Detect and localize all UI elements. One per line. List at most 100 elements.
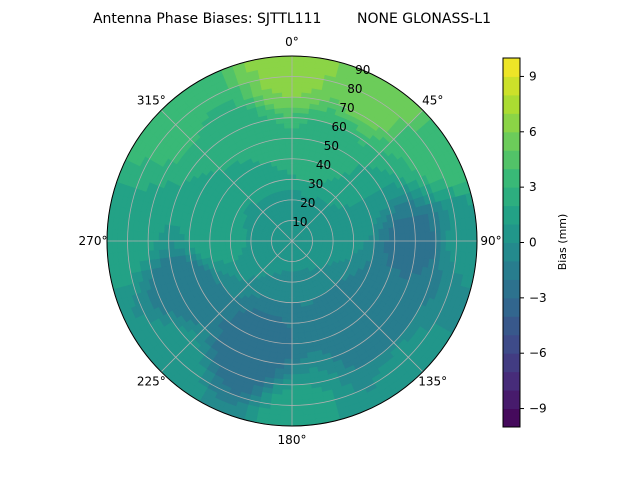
field-cell xyxy=(353,236,360,242)
field-cell xyxy=(178,233,185,242)
field-cell xyxy=(111,240,118,254)
field-cell xyxy=(287,302,293,309)
field-cell xyxy=(296,312,303,319)
field-cell xyxy=(291,420,305,426)
field-cell xyxy=(204,234,211,242)
field-cell xyxy=(116,240,124,253)
field-cell xyxy=(358,240,365,247)
field-cell xyxy=(460,229,468,242)
azimuth-tick-label: 180° xyxy=(278,433,307,447)
field-cell xyxy=(291,71,304,78)
field-cell xyxy=(471,228,477,242)
field-cell xyxy=(409,240,416,250)
field-cell xyxy=(399,233,406,242)
field-cell xyxy=(291,143,299,150)
field-cell xyxy=(291,409,304,417)
field-cell xyxy=(291,86,303,93)
field-cell xyxy=(285,322,293,329)
zenith-tick-label: 40 xyxy=(316,158,331,172)
field-cell xyxy=(383,246,390,255)
field-cell xyxy=(291,332,299,339)
field-cell xyxy=(147,231,154,242)
field-cell xyxy=(158,240,165,251)
field-cell xyxy=(291,322,299,329)
field-cell xyxy=(383,240,390,248)
colorbar-segment xyxy=(503,131,520,151)
field-cell xyxy=(116,229,124,242)
field-cell xyxy=(389,233,396,242)
colorbar-segment xyxy=(503,58,520,77)
field-cell xyxy=(235,240,242,246)
field-cell xyxy=(291,379,302,386)
field-cell xyxy=(435,240,442,252)
field-cell xyxy=(291,368,302,375)
field-cell xyxy=(471,240,477,254)
field-cell xyxy=(287,297,293,303)
field-cell xyxy=(342,233,349,238)
field-cell xyxy=(445,240,452,252)
field-cell xyxy=(455,229,462,242)
field-cell xyxy=(240,240,247,245)
field-cell xyxy=(287,184,293,191)
colorbar-segment xyxy=(503,334,520,354)
field-cell xyxy=(291,107,302,114)
field-cell xyxy=(280,158,288,165)
azimuth-tick-label: 0° xyxy=(285,35,299,49)
field-cell xyxy=(288,194,293,201)
azimuth-tick-label: 135° xyxy=(418,375,447,389)
field-cell xyxy=(194,234,201,242)
azimuth-tick-label: 315° xyxy=(137,93,166,107)
zenith-tick-label: 90 xyxy=(355,63,370,77)
field-cell xyxy=(286,158,293,165)
field-cell xyxy=(284,338,293,345)
field-cell xyxy=(280,71,293,78)
field-cell xyxy=(283,363,293,370)
colorbar-segment xyxy=(503,168,520,188)
field-cell xyxy=(286,163,293,170)
field-cell xyxy=(280,76,293,83)
field-cell xyxy=(455,240,462,253)
field-cell xyxy=(291,112,301,119)
field-cell xyxy=(291,65,304,73)
field-cell xyxy=(404,240,411,250)
field-cell xyxy=(383,234,390,242)
field-cell xyxy=(281,86,293,93)
field-cell xyxy=(291,389,303,396)
field-cell xyxy=(279,56,293,62)
colorbar-tick-label: −3 xyxy=(529,291,547,305)
field-cell xyxy=(291,158,298,165)
field-cell xyxy=(347,232,354,238)
zenith-tick-label: 70 xyxy=(339,101,354,115)
colorbar-tick-label: −6 xyxy=(529,346,547,360)
field-cell xyxy=(283,179,289,186)
field-cell xyxy=(357,231,365,237)
field-cell xyxy=(107,240,113,254)
field-cell xyxy=(368,240,375,247)
field-cell xyxy=(279,60,293,67)
field-cell xyxy=(291,60,305,67)
colorbar-segment xyxy=(503,408,520,428)
field-cell xyxy=(137,240,144,252)
field-cell xyxy=(283,117,293,124)
field-cell xyxy=(132,240,139,252)
field-cell xyxy=(194,240,201,248)
colorbar-segment xyxy=(503,76,520,96)
field-cell xyxy=(111,228,118,242)
field-cell xyxy=(183,233,190,242)
field-cell xyxy=(291,404,304,411)
field-cell xyxy=(291,101,302,108)
field-cell xyxy=(291,399,304,406)
field-cell xyxy=(278,143,287,150)
field-cell xyxy=(284,137,293,144)
colorbar-segment xyxy=(503,224,520,243)
field-cell xyxy=(291,81,303,88)
field-cell xyxy=(389,240,396,249)
field-cell xyxy=(279,415,293,422)
field-cell xyxy=(394,233,401,242)
zenith-tick-label: 50 xyxy=(324,139,339,153)
field-cell xyxy=(440,230,447,242)
field-cell xyxy=(466,240,473,254)
colorbar-segment xyxy=(503,371,520,391)
field-cell xyxy=(353,240,360,246)
field-cell xyxy=(285,332,293,339)
